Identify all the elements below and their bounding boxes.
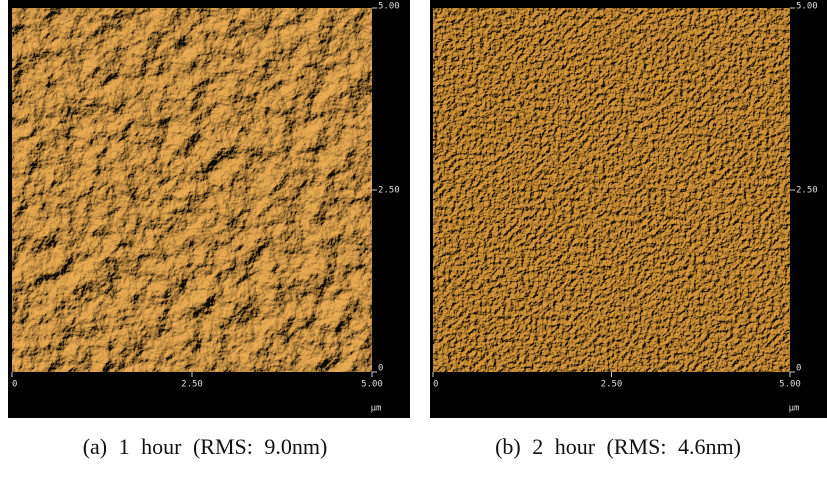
x-tick-label: 2.50 (601, 380, 623, 390)
afm-panel: 0 2.50 5.00 5.00 2.50 0 µm (a) 1 hour (RMS: 9.0… (8, 0, 410, 459)
y-tick-label: 0 (796, 364, 801, 374)
x-tick-label: 5.00 (361, 380, 383, 390)
y-tick-label: 5.00 (796, 2, 818, 12)
caption: (b) 2 hour (RMS: 4.6nm) (495, 434, 741, 459)
unit-label: µm (789, 404, 800, 414)
afm-panel: 0 2.50 5.00 5.00 2.50 0 µm (b) 2 hour (RMS: 4.6… (430, 0, 827, 459)
caption: (a) 1 hour (RMS: 9.0nm) (83, 434, 328, 459)
afm-image (433, 8, 790, 372)
y-tick-label: 2.50 (796, 186, 818, 196)
x-tick-label: 0 (12, 380, 17, 390)
x-tick-label: 5.00 (779, 380, 801, 390)
x-tick-label: 2.50 (181, 380, 203, 390)
y-tick-label: 5.00 (378, 2, 400, 12)
unit-label: µm (371, 404, 382, 414)
x-tick-label: 0 (433, 380, 438, 390)
afm-image (12, 8, 372, 372)
y-tick-label: 2.50 (378, 186, 400, 196)
y-tick-label: 0 (378, 364, 383, 374)
panels: 0 2.50 5.00 5.00 2.50 0 µm (a) 1 hour (RMS: 9.0… (8, 0, 827, 459)
figure: 0 2.50 5.00 5.00 2.50 0 µm (a) 1 hour (RMS: 9.0… (0, 0, 827, 477)
